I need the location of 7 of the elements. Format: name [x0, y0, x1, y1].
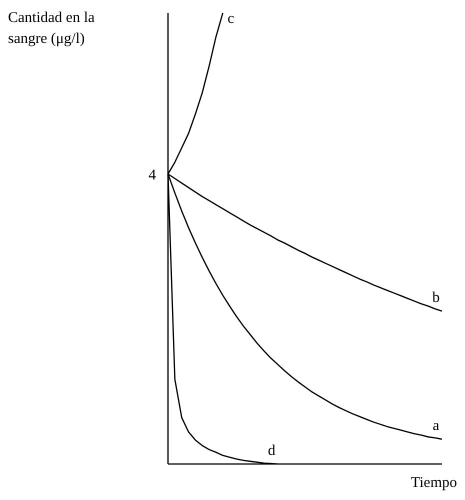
- series-label: d: [268, 443, 276, 459]
- series-label: b: [432, 290, 440, 306]
- y-axis-title: Cantidad en la sangre (μg/l): [8, 9, 96, 49]
- text: 4: [148, 167, 156, 184]
- x-axis-title: Tiempo: [410, 475, 457, 492]
- series-label: c: [227, 11, 234, 27]
- series-label: a: [432, 418, 440, 434]
